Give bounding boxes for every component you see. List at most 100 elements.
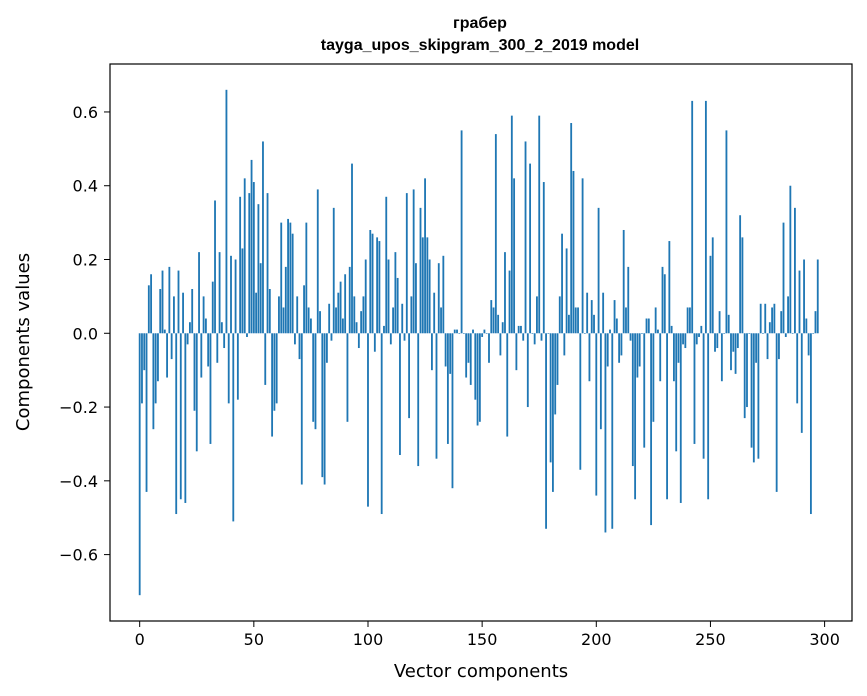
bar	[679, 333, 682, 503]
bar	[444, 333, 447, 367]
bar	[501, 322, 504, 334]
bar	[214, 200, 216, 334]
bar	[677, 333, 680, 363]
x-tick-label: 50	[244, 630, 264, 649]
bar	[211, 281, 214, 334]
bar	[625, 307, 627, 334]
bar	[481, 333, 484, 337]
bar	[666, 333, 668, 500]
bar	[373, 333, 376, 352]
bar	[711, 237, 714, 334]
bar	[549, 333, 552, 463]
bar	[691, 100, 694, 334]
bar	[460, 130, 463, 334]
bar	[376, 237, 379, 334]
bar	[385, 196, 388, 334]
bar	[248, 193, 251, 334]
bar	[200, 333, 203, 378]
bar	[220, 322, 223, 334]
y-tick-label: 0.4	[73, 177, 98, 196]
bar	[147, 285, 150, 334]
x-tick-label: 250	[695, 630, 726, 649]
bar	[732, 333, 735, 352]
bar	[736, 333, 739, 349]
bar	[773, 303, 776, 334]
bar	[720, 333, 723, 382]
bar	[542, 182, 545, 334]
bar	[252, 182, 255, 334]
bar	[618, 333, 621, 363]
bar	[631, 333, 634, 467]
bar	[552, 333, 554, 492]
bar	[643, 333, 646, 448]
bar	[746, 333, 748, 408]
bar	[814, 311, 817, 334]
bar	[268, 289, 271, 334]
bar	[809, 333, 812, 515]
bar	[410, 296, 413, 334]
bar	[175, 333, 178, 515]
bar	[515, 333, 518, 371]
bars-group	[138, 89, 819, 596]
bar	[389, 333, 392, 345]
bar	[262, 141, 264, 334]
bar	[310, 318, 312, 334]
bar	[387, 259, 390, 334]
bar	[367, 333, 369, 507]
bar	[236, 333, 239, 400]
bar	[467, 333, 470, 363]
bar	[675, 333, 678, 452]
bar	[748, 333, 751, 334]
bar	[556, 333, 559, 385]
bar	[202, 296, 205, 334]
bar	[143, 333, 146, 371]
bar	[533, 333, 536, 345]
bar	[590, 300, 593, 334]
bar	[654, 307, 657, 334]
bar	[595, 333, 598, 496]
bar	[264, 333, 267, 385]
bar	[805, 318, 808, 334]
bar	[520, 325, 522, 334]
bar	[337, 292, 340, 334]
bar	[492, 307, 495, 334]
x-axis-ticks: 0 50 100 150 200 250 300	[135, 621, 840, 649]
bar	[335, 307, 337, 334]
bar	[284, 266, 287, 334]
bar	[755, 333, 758, 363]
y-tick-label: −0.4	[59, 472, 98, 491]
bar	[421, 237, 424, 334]
bar	[661, 266, 664, 334]
bar	[800, 333, 803, 433]
bar	[638, 333, 641, 367]
bar	[627, 266, 630, 334]
bar	[789, 185, 792, 334]
bar	[383, 325, 385, 334]
bar	[634, 333, 637, 500]
bar	[417, 333, 420, 467]
bar	[412, 189, 415, 334]
bar	[362, 296, 365, 334]
bar	[300, 333, 303, 485]
bar	[348, 266, 351, 334]
bar	[280, 222, 283, 334]
bar	[524, 141, 527, 334]
y-tick-label: −0.6	[59, 546, 98, 565]
bar	[794, 207, 796, 334]
bar	[602, 292, 605, 334]
bar	[209, 333, 212, 444]
chart-title: грабер	[453, 15, 507, 32]
bar	[396, 277, 399, 334]
bar	[275, 333, 278, 404]
bar	[784, 333, 787, 337]
bar	[688, 307, 691, 334]
bar	[723, 333, 726, 334]
bar	[510, 115, 513, 334]
bar	[472, 329, 474, 334]
bar	[207, 333, 210, 367]
bar	[440, 307, 442, 334]
bar	[230, 255, 232, 334]
bar	[807, 333, 810, 356]
bar	[380, 333, 383, 515]
bar	[401, 303, 404, 334]
